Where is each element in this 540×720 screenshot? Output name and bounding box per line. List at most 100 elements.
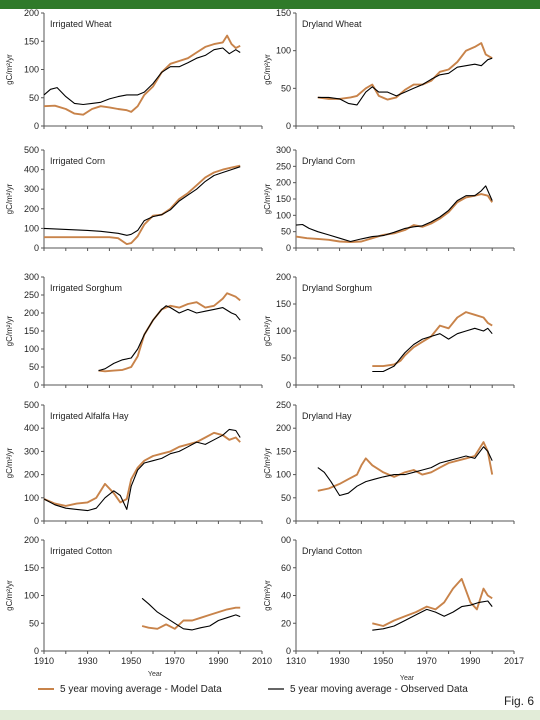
series-line-model (372, 577, 493, 627)
y-tick-label: 0 (286, 646, 291, 656)
y-tick-label: 250 (276, 400, 291, 410)
svg-text:Year: Year (148, 671, 163, 678)
chart-title: Irrigated Alfalfa Hay (50, 411, 129, 421)
x-tick-label: 1930 (330, 656, 350, 666)
x-tick-label: 1950 (121, 656, 141, 666)
x-tick-label: 1310 (286, 656, 306, 666)
y-tick-label: 00 (281, 535, 291, 545)
y-tick-label: 100 (24, 223, 39, 233)
chart-title: Dryland Sorghum (302, 283, 372, 293)
y-tick-label: 50 (29, 618, 39, 628)
y-tick-label: 0 (286, 516, 291, 526)
y-tick-label: 150 (276, 299, 291, 309)
x-tick-label: 1970 (165, 656, 185, 666)
y-tick-label: 150 (276, 446, 291, 456)
y-tick-label: 300 (24, 272, 39, 282)
y-axis-label: gC/m²/yr (5, 580, 14, 611)
series-line-observed (372, 327, 493, 373)
bottom-accent-bar (0, 710, 540, 720)
chart-irrigated-cotton: 0 50 100 150 200 1910 1930 1950 1970 1990 2010 gC/m… (5, 535, 272, 666)
x-tick-label: 2010 (252, 656, 272, 666)
y-tick-label: 50 (29, 362, 39, 372)
y-tick-label: 50 (29, 93, 39, 103)
y-tick-label: 100 (276, 470, 291, 480)
y-axis-label: gC/m²/yr (5, 54, 14, 85)
series-line-observed (295, 185, 493, 243)
y-tick-label: 200 (276, 178, 291, 188)
y-tick-label: 100 (24, 344, 39, 354)
chart-title: Dryland Corn (302, 156, 355, 166)
y-tick-label: 150 (24, 563, 39, 573)
x-axis-caption-right: Year (400, 675, 415, 682)
series-line-model (98, 292, 241, 373)
y-axis-label: gC/m²/yr (5, 315, 14, 346)
chart-irrigated-wheat: 0 50 100 150 200 gC/m²/yr Irrigated Wheat (5, 8, 263, 131)
y-tick-label: 200 (276, 272, 291, 282)
chart-title: Dryland Wheat (302, 19, 362, 29)
series-line-observed (317, 57, 493, 106)
y-tick-label: 500 (24, 400, 39, 410)
y-tick-label: 0 (34, 516, 39, 526)
chart-title: Irrigated Sorghum (50, 283, 122, 293)
y-tick-label: 0 (34, 121, 39, 131)
y-tick-label: 100 (24, 493, 39, 503)
series-line-model (43, 431, 241, 507)
y-tick-label: 250 (276, 161, 291, 171)
y-tick-label: 500 (24, 145, 39, 155)
y-tick-label: 0 (34, 243, 39, 253)
y-tick-label: 100 (276, 210, 291, 220)
y-axis-label: gC/m²/yr (263, 447, 272, 478)
series-line-model (317, 42, 493, 101)
y-tick-label: 150 (276, 194, 291, 204)
y-tick-label: 50 (281, 353, 291, 363)
chart-dryland-wheat: 0 50 100 150 gC/m²/yr Dryland Wheat (263, 8, 515, 131)
y-tick-label: 40 (281, 591, 291, 601)
y-tick-label: 300 (24, 446, 39, 456)
y-tick-label: 0 (286, 121, 291, 131)
chart-dryland-sorghum: 0 50 100 150 200 gC/m²/yr Dryland Sorghum (263, 272, 515, 390)
chart-dryland-corn: 0 50 100 150 200 250 300 gC/m²/yr Dryland Corn (263, 145, 515, 253)
legend-model-label: 5 year moving average - Model Data (60, 684, 222, 695)
y-tick-label: 250 (24, 290, 39, 300)
y-tick-label: 0 (286, 243, 291, 253)
x-tick-label: 1930 (78, 656, 98, 666)
y-axis-label: gC/m²/yr (5, 183, 14, 214)
x-tick-label: 1990 (208, 656, 228, 666)
y-tick-label: 20 (281, 618, 291, 628)
y-tick-label: 400 (24, 165, 39, 175)
chart-irrigated-sorghum: 0 50 100 150 200 250 300 gC/m²/yr Irrigated Sorg… (5, 272, 263, 390)
chart-dryland-hay: 0 50 100 150 200 250 gC/m²/yr Dryland Hay (263, 400, 515, 526)
series-line-observed (317, 446, 493, 497)
y-tick-label: 0 (34, 646, 39, 656)
y-tick-label: 200 (24, 204, 39, 214)
series-line-observed (43, 47, 241, 106)
series-line-observed (141, 597, 241, 631)
x-tick-label: 1990 (460, 656, 480, 666)
y-axis-label: gC/m²/yr (5, 447, 14, 478)
y-axis-label: gC/m²/yr (263, 580, 272, 611)
y-tick-label: 300 (276, 145, 291, 155)
y-tick-label: 200 (24, 308, 39, 318)
y-tick-label: 200 (276, 423, 291, 433)
y-tick-label: 0 (34, 380, 39, 390)
legend: 5 year moving average - Model Data 5 yea… (38, 684, 468, 695)
chart-irrigated-corn: 0 100 200 300 400 500 gC/m²/yr Irrigated Corn (5, 145, 263, 253)
chart-irrigated-alfalfa-hay: 0 100 200 300 400 500 gC/m²/yr Irrigated Alfalf… (5, 400, 263, 526)
x-tick-label: 1950 (373, 656, 393, 666)
y-tick-label: 50 (281, 227, 291, 237)
chart-title: Dryland Hay (302, 411, 352, 421)
chart-title: Irrigated Corn (50, 156, 105, 166)
y-tick-label: 50 (281, 493, 291, 503)
y-axis-label: gC/m²/yr (263, 54, 272, 85)
y-axis-label: gC/m²/yr (263, 315, 272, 346)
y-tick-label: 50 (281, 83, 291, 93)
series-line-observed (43, 428, 241, 512)
chart-title: Irrigated Wheat (50, 19, 112, 29)
x-tick-label: 1970 (417, 656, 437, 666)
chart-title: Dryland Cotton (302, 546, 362, 556)
y-tick-label: 150 (24, 36, 39, 46)
y-tick-label: 200 (24, 470, 39, 480)
y-tick-label: 150 (276, 8, 291, 18)
series-line-observed (98, 305, 241, 372)
x-tick-label: 1910 (34, 656, 54, 666)
